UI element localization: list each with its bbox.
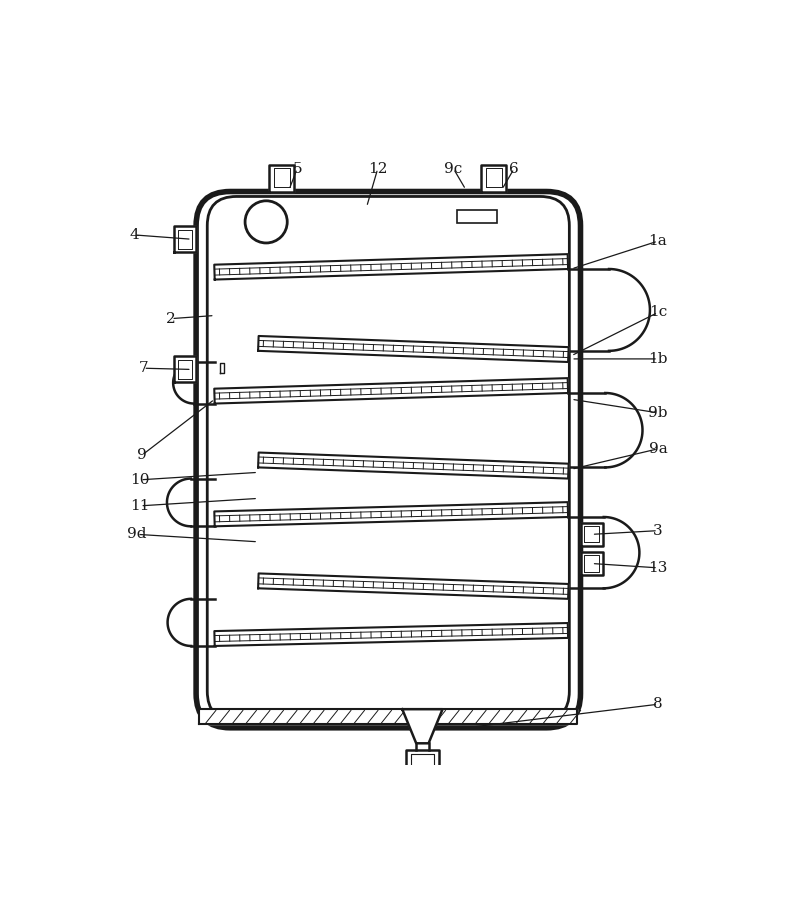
Polygon shape [402, 709, 442, 743]
Polygon shape [220, 363, 224, 372]
Polygon shape [214, 378, 568, 404]
Text: 9c: 9c [444, 161, 462, 176]
Text: 5: 5 [292, 161, 302, 176]
Text: 9b: 9b [648, 405, 668, 420]
Text: 1c: 1c [649, 305, 667, 320]
Polygon shape [174, 357, 196, 382]
Polygon shape [482, 166, 506, 192]
Polygon shape [214, 254, 568, 279]
Text: 3: 3 [653, 523, 663, 538]
Polygon shape [258, 573, 569, 599]
Polygon shape [581, 523, 603, 546]
Polygon shape [270, 166, 294, 192]
Polygon shape [258, 336, 569, 362]
Polygon shape [199, 709, 578, 724]
Polygon shape [406, 750, 438, 770]
Text: 11: 11 [130, 499, 150, 513]
Text: 13: 13 [648, 560, 668, 575]
Text: 12: 12 [368, 161, 387, 176]
Text: 1b: 1b [648, 352, 668, 366]
Text: 1a: 1a [649, 234, 667, 248]
Text: 4: 4 [130, 228, 139, 241]
Polygon shape [174, 226, 196, 252]
Text: 7: 7 [138, 361, 148, 375]
Text: 9a: 9a [649, 441, 667, 456]
Polygon shape [214, 502, 568, 526]
Bar [457, 210, 497, 223]
Text: 10: 10 [130, 473, 150, 487]
Text: 9d: 9d [127, 527, 147, 542]
Text: 9: 9 [138, 448, 147, 462]
Text: 6: 6 [510, 161, 519, 176]
Polygon shape [214, 623, 568, 646]
Polygon shape [581, 551, 603, 575]
Text: 2: 2 [166, 312, 176, 325]
Polygon shape [258, 452, 569, 478]
FancyBboxPatch shape [196, 192, 581, 728]
Text: 8: 8 [653, 697, 663, 711]
